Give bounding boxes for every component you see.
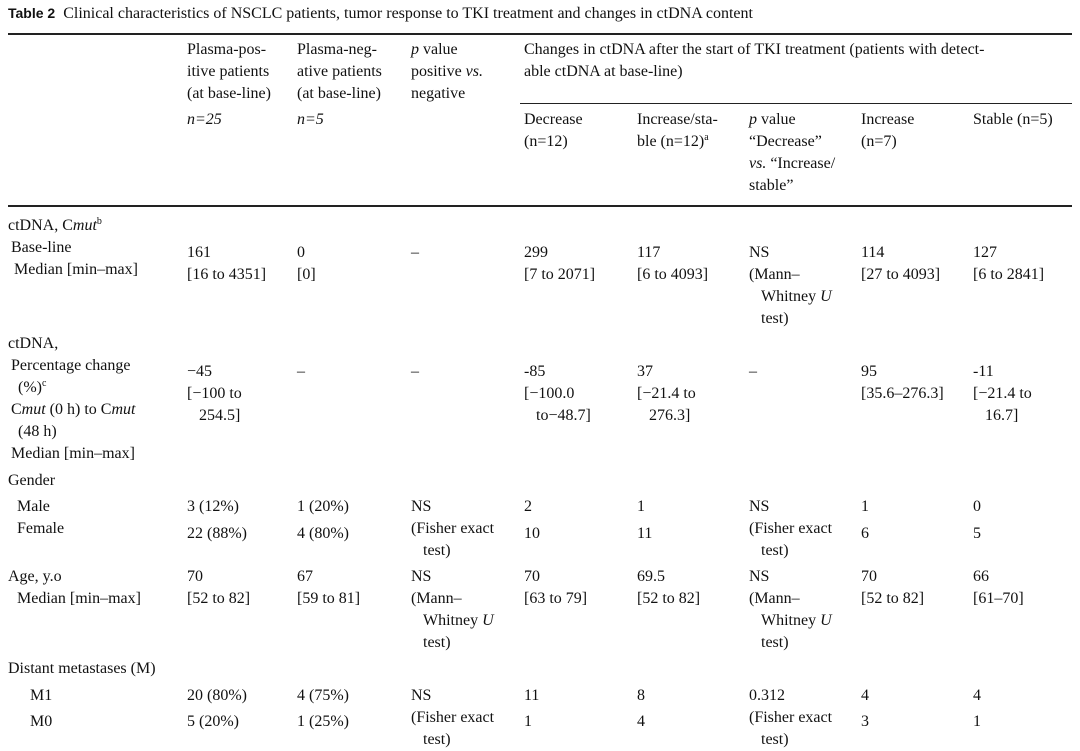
ctdna-pvalue-change: NS (Mann– Whitney U test) (749, 244, 832, 327)
header-increase: Increase (n=7) (861, 111, 915, 150)
m1-positive: 20 (80%) (187, 687, 247, 704)
age-stable: 66 [61–70] (973, 568, 1024, 607)
m1-increase: 4 (861, 687, 869, 704)
male-stable: 0 (973, 498, 981, 515)
row-label-m0: M0 (30, 713, 53, 730)
m1-decrease: 11 (524, 687, 540, 704)
female-negative: 4 (80%) (297, 525, 349, 542)
row-label-gender: Gender (8, 472, 56, 489)
table-caption-text: Clinical characteristics of NSCLC patien… (63, 5, 753, 22)
age-increase: 70 [52 to 82] (861, 568, 925, 607)
ctdna-pvalue: – (411, 244, 419, 261)
pct-stable: -11 [−21.4 to 16.7] (973, 363, 1032, 424)
header-pvalue-pos-neg: p value positive vs. negative (411, 41, 483, 102)
m0-increase-stable: 4 (637, 713, 645, 730)
m0-increase: 3 (861, 713, 869, 730)
gender-pvalue-change: NS (Fisher exact test) (749, 498, 833, 559)
metastases-pvalue: NS (Fisher exact test) (411, 687, 495, 748)
ctdna-increase: 114 [27 to 4093] (861, 244, 941, 283)
age-increase-stable: 69.5 [52 to 82] (637, 568, 701, 607)
row-label-metastases: Distant metastases (M) (8, 660, 156, 677)
header-n-positive: n=25 (187, 111, 222, 128)
female-stable: 5 (973, 525, 981, 542)
female-positive: 22 (88%) (187, 525, 247, 542)
m0-negative: 1 (25%) (297, 713, 349, 730)
header-changes-ctdna: Changes in ctDNA after the start of TKI … (524, 41, 985, 80)
header-bottom-rule (8, 205, 1072, 207)
pct-pvalue-change: – (749, 363, 757, 380)
row-label-age: Age, y.o Median [min–max] (8, 568, 141, 607)
male-decrease: 2 (524, 498, 532, 515)
m1-negative: 4 (75%) (297, 687, 349, 704)
row-label-percentage-change: ctDNA, Percentage change (%)c Cmut (0 h)… (8, 335, 136, 462)
header-plasma-negative: Plasma-neg- ative patients (at base-line… (297, 41, 382, 102)
male-negative: 1 (20%) (297, 498, 349, 515)
pct-increase-stable: 37 [−21.4 to 276.3] (637, 363, 696, 424)
age-negative: 67 [59 to 81] (297, 568, 361, 607)
row-label-ctdna-cmut: ctDNA, Cmutb Base-line Median [min–max] (8, 216, 138, 279)
header-increase-stable: Increase/sta- ble (n=12)a (637, 111, 718, 150)
pct-increase: 95 [35.6–276.3] (861, 363, 944, 402)
header-decrease: Decrease (n=12) (524, 111, 583, 150)
pct-positive: −45 [−100 to 254.5] (187, 363, 242, 424)
age-pvalue: NS (Mann– Whitney U test) (411, 568, 494, 651)
age-decrease: 70 [63 to 79] (524, 568, 588, 607)
header-plasma-positive: Plasma-pos- itive patients (at base-line… (187, 41, 271, 102)
header-pvalue-decrease-vs-increase: p value “Decrease” vs. “Increase/ stable… (749, 111, 836, 194)
m1-increase-stable: 8 (637, 687, 645, 704)
row-label-female: Female (17, 520, 65, 537)
female-decrease: 10 (524, 525, 540, 542)
ctdna-stable: 127 [6 to 2841] (973, 244, 1045, 283)
age-pvalue-change: NS (Mann– Whitney U test) (749, 568, 832, 651)
m0-decrease: 1 (524, 713, 532, 730)
m0-stable: 1 (973, 713, 981, 730)
ctdna-decrease: 299 [7 to 2071] (524, 244, 596, 283)
pct-decrease: -85 [−100.0 to−48.7] (524, 363, 591, 424)
ctdna-negative: 0 [0] (297, 244, 316, 283)
ctdna-positive: 161 [16 to 4351] (187, 244, 267, 283)
age-positive: 70 [52 to 82] (187, 568, 251, 607)
female-increase: 6 (861, 525, 869, 542)
gender-pvalue: NS (Fisher exact test) (411, 498, 495, 559)
top-rule (8, 33, 1072, 35)
row-label-m1: M1 (30, 687, 53, 704)
female-increase-stable: 11 (637, 525, 653, 542)
m0-positive: 5 (20%) (187, 713, 239, 730)
male-increase-stable: 1 (637, 498, 645, 515)
m1-stable: 4 (973, 687, 981, 704)
ctdna-increase-stable: 117 [6 to 4093] (637, 244, 709, 283)
table-label: Table 2 (8, 5, 56, 21)
male-positive: 3 (12%) (187, 498, 239, 515)
header-stable: Stable (n=5) (973, 111, 1053, 128)
pct-pvalue: – (411, 363, 419, 380)
table-caption: Table 2 Clinical characteristics of NSCL… (8, 2, 753, 25)
changes-subheader-rule (520, 103, 1072, 104)
header-n-negative: n=5 (297, 111, 324, 128)
pct-negative: – (297, 363, 305, 380)
row-label-male: Male (17, 498, 50, 515)
male-increase: 1 (861, 498, 869, 515)
metastases-pvalue-change: 0.312 (Fisher exact test) (749, 687, 833, 748)
